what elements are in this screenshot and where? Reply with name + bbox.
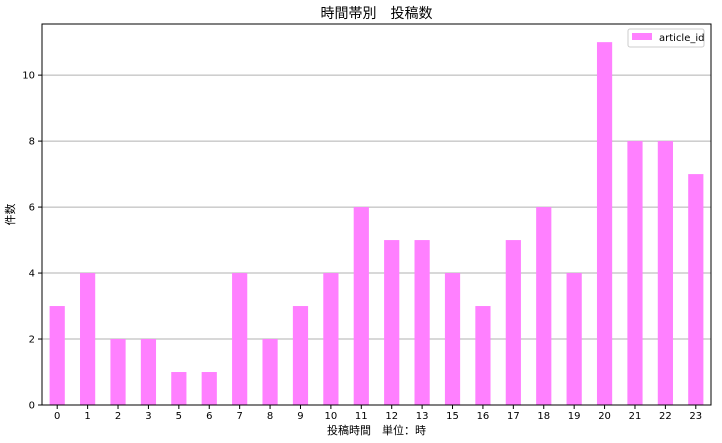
x-tick-label: 10: [325, 411, 338, 422]
bar: [140, 339, 157, 405]
bar: [80, 273, 96, 405]
bar: [49, 306, 65, 405]
bar: [353, 207, 369, 405]
bar: [444, 273, 461, 405]
x-axis-label: 投稿時間 単位：時: [327, 423, 426, 437]
x-tick-label: 21: [629, 411, 642, 422]
axes: [38, 23, 712, 409]
y-tick-label: 4: [29, 269, 35, 280]
y-tick-label: 2: [29, 335, 35, 346]
x-tick-label: 5: [176, 411, 182, 422]
bar: [414, 240, 430, 405]
x-tick-label: 12: [385, 411, 398, 422]
x-tick-label: 13: [416, 411, 429, 422]
x-tick-label: 17: [507, 411, 520, 422]
bar: [688, 174, 704, 405]
x-tick-label: 11: [355, 411, 368, 422]
bar: [536, 207, 552, 405]
y-tick-label: 8: [29, 137, 35, 148]
x-tick-label: 0: [54, 411, 60, 422]
x-tick-label: 19: [568, 411, 581, 422]
bar: [627, 141, 643, 406]
x-tick-label: 3: [145, 411, 151, 422]
y-tick-label: 0: [29, 401, 35, 412]
legend-entry-article-id: article_id: [659, 33, 705, 44]
x-tick-label: 9: [297, 411, 303, 422]
bar: [110, 339, 126, 405]
x-tick-label: 8: [267, 411, 273, 422]
bar: [262, 339, 278, 405]
x-tick-label: 18: [537, 411, 550, 422]
bar: [505, 240, 521, 405]
x-tick-label: 6: [206, 411, 212, 422]
bar: [323, 273, 339, 405]
bar: [596, 42, 613, 406]
bars: [49, 42, 704, 406]
x-tick-label: 1: [84, 411, 90, 422]
plot-frame: [41, 23, 712, 406]
y-tick-label: 6: [29, 203, 35, 214]
bar: [292, 306, 309, 405]
bar: [566, 273, 582, 405]
chart-title: 時間帯別 投稿数: [321, 6, 433, 22]
bar: [475, 306, 491, 405]
bar: [171, 372, 187, 405]
x-tick-label: 22: [659, 411, 672, 422]
y-axis-label: 件数: [4, 204, 17, 226]
legend: article_id: [627, 28, 705, 48]
x-tick-label: 20: [598, 411, 611, 422]
x-tick-label: 15: [446, 411, 459, 422]
bar: [657, 141, 673, 406]
x-tick-label: 2: [115, 411, 121, 422]
x-tick-label: 16: [477, 411, 490, 422]
x-tick-label: 23: [689, 411, 702, 422]
bar: [384, 240, 400, 405]
y-tick-label: 10: [22, 71, 35, 82]
legend-swatch: [632, 33, 652, 40]
bar: [232, 273, 248, 405]
x-tick-label: 7: [236, 411, 242, 422]
bar: [201, 372, 217, 405]
